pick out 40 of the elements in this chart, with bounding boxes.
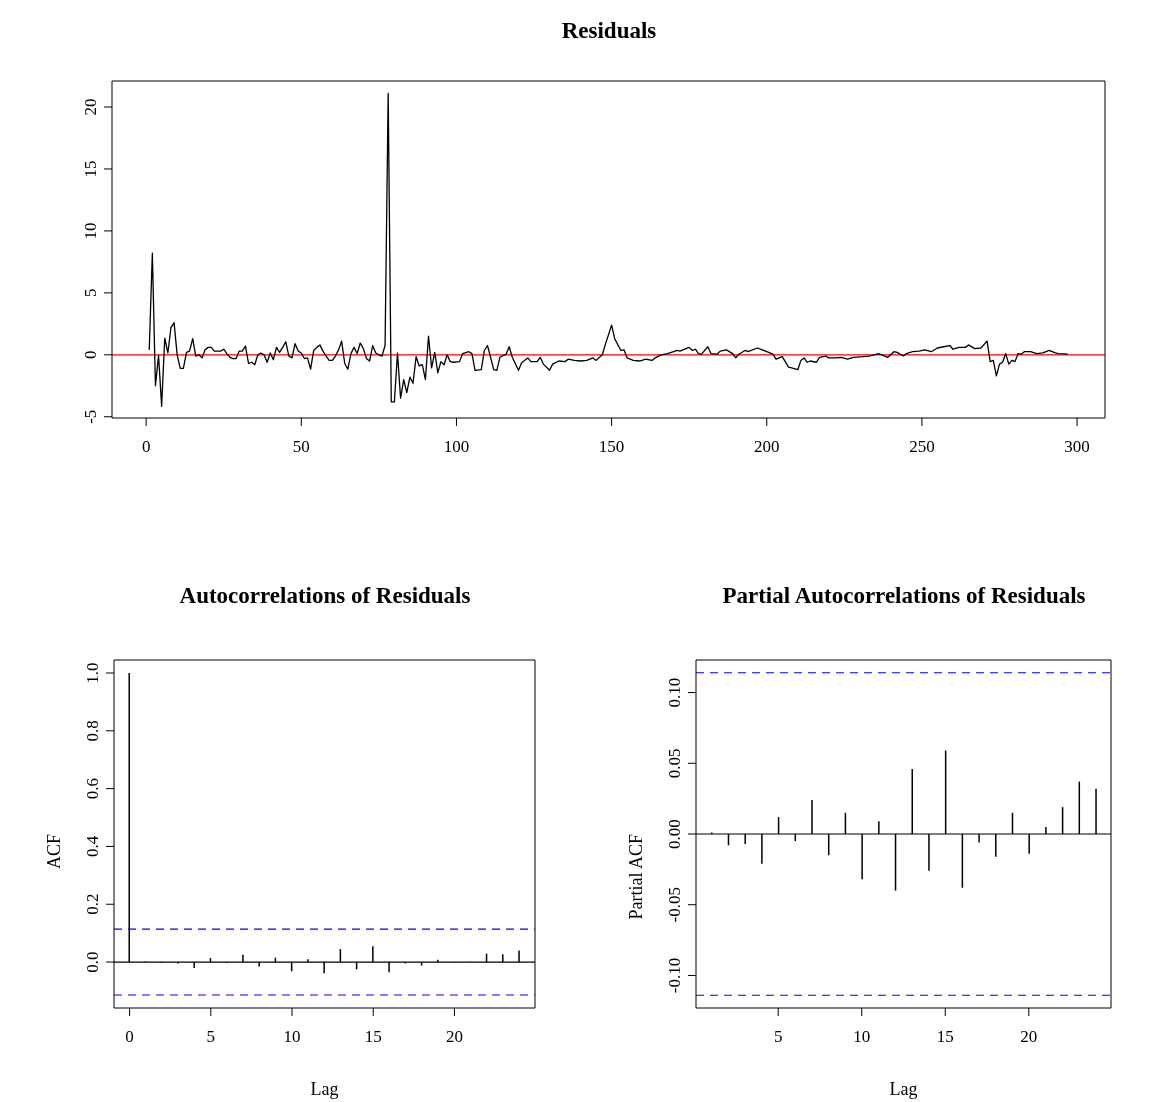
x-tick-label: 100	[443, 437, 470, 457]
chart-title: Autocorrelations of Residuals	[178, 583, 472, 609]
y-tick-label: 0.2	[83, 893, 102, 915]
x-tick-label: 0	[125, 1027, 134, 1047]
x-tick-label: 300	[1064, 437, 1090, 457]
y-tick-label: 0.0	[83, 951, 102, 973]
x-tick-label: 20	[445, 1027, 463, 1047]
y-tick-label: -5	[81, 409, 100, 424]
x-tick-label: 10	[283, 1027, 301, 1047]
chart-title: Partial Autocorrelations of Residuals	[721, 583, 1087, 609]
x-tick-label: 10	[853, 1027, 871, 1047]
y-tick-label: 0.00	[665, 819, 684, 849]
x-tick-label: 5	[773, 1027, 783, 1047]
y-axis-title: ACF	[44, 834, 65, 870]
y-tick-label: 0.4	[83, 835, 102, 858]
y-tick-label: 0.6	[83, 778, 102, 800]
x-tick-label: 250	[909, 437, 935, 457]
y-tick-label: 1.0	[83, 662, 102, 684]
x-tick-label: 5	[206, 1027, 216, 1047]
y-tick-label: -0.10	[665, 957, 684, 994]
y-tick-label: 0	[81, 350, 100, 360]
y-tick-label: 0.05	[665, 748, 684, 779]
y-tick-label: 5	[81, 288, 100, 298]
x-tick-label: 15	[936, 1027, 954, 1047]
y-tick-label: 0.10	[665, 677, 684, 708]
y-tick-label: 15	[81, 160, 100, 178]
y-tick-label: 0.8	[83, 720, 102, 742]
chart-title: Residuals	[560, 18, 658, 44]
x-tick-label: 15	[364, 1027, 382, 1047]
x-tick-label: 50	[292, 437, 310, 457]
x-tick-label: 200	[754, 437, 780, 457]
x-axis-title: Lag	[310, 1079, 339, 1099]
y-tick-label: 20	[81, 98, 100, 116]
x-tick-label: 0	[141, 437, 151, 457]
y-tick-label: 10	[81, 222, 100, 240]
y-tick-label: -0.05	[665, 887, 684, 923]
x-tick-label: 150	[598, 437, 625, 457]
x-axis-title: Lag	[889, 1079, 918, 1099]
y-axis-title: Partial ACF	[626, 834, 647, 920]
x-tick-label: 20	[1020, 1027, 1038, 1047]
